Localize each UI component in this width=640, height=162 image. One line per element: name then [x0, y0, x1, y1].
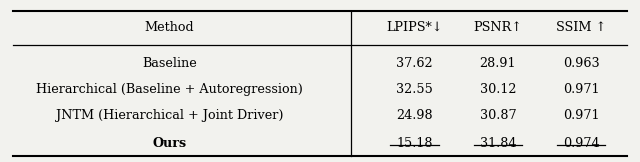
Text: 0.971: 0.971 [563, 83, 600, 96]
Text: SSIM ↑: SSIM ↑ [556, 21, 606, 34]
Text: 0.963: 0.963 [563, 58, 600, 70]
Text: 30.12: 30.12 [479, 83, 516, 96]
Text: Ours: Ours [152, 137, 187, 150]
Text: 0.971: 0.971 [563, 109, 600, 122]
Text: 15.18: 15.18 [396, 137, 433, 150]
Text: 32.55: 32.55 [396, 83, 433, 96]
Text: Hierarchical (Baseline + Autoregression): Hierarchical (Baseline + Autoregression) [36, 83, 303, 96]
Text: LPIPS*↓: LPIPS*↓ [387, 21, 443, 34]
Text: 28.91: 28.91 [479, 58, 516, 70]
Text: 0.974: 0.974 [563, 137, 600, 150]
Text: 31.84: 31.84 [479, 137, 516, 150]
Text: PSNR↑: PSNR↑ [474, 21, 522, 34]
Text: Baseline: Baseline [142, 58, 197, 70]
Text: 24.98: 24.98 [396, 109, 433, 122]
Text: JNTM (Hierarchical + Joint Driver): JNTM (Hierarchical + Joint Driver) [56, 109, 284, 122]
Text: 30.87: 30.87 [479, 109, 516, 122]
Text: 37.62: 37.62 [396, 58, 433, 70]
Text: Method: Method [145, 21, 195, 34]
